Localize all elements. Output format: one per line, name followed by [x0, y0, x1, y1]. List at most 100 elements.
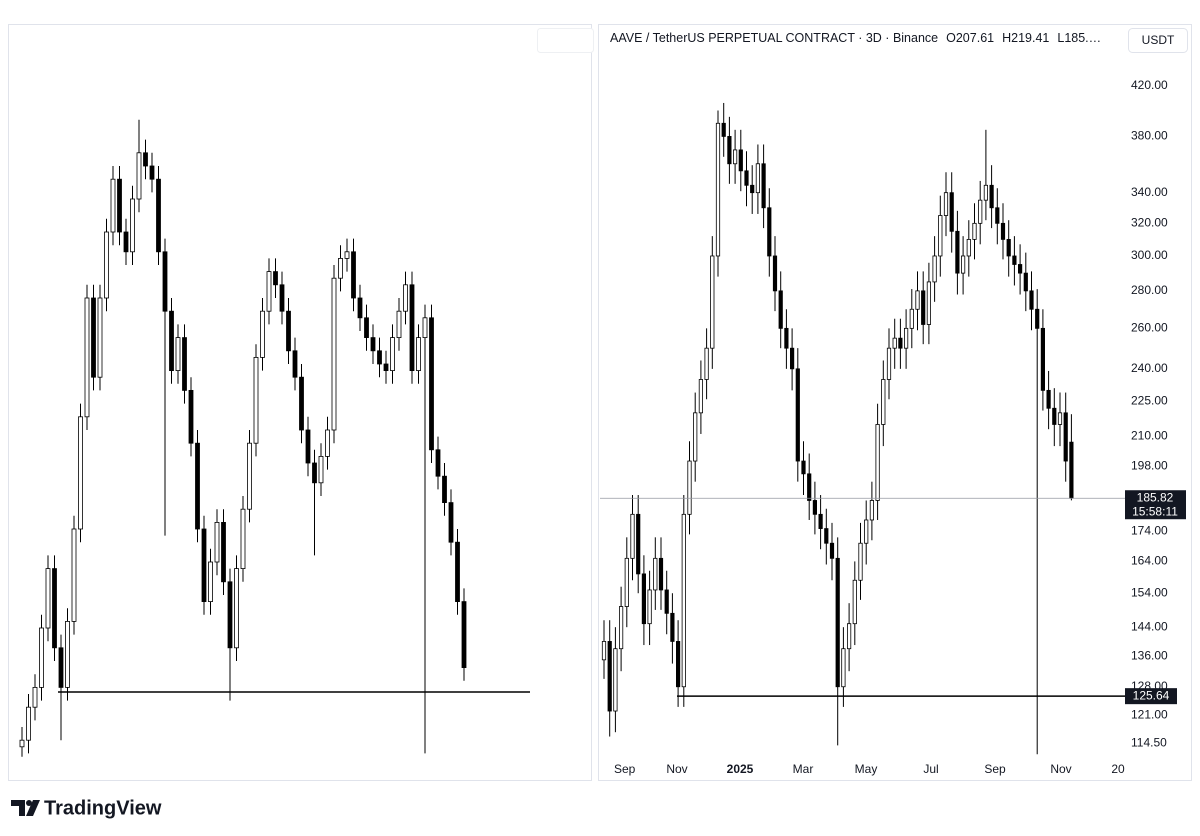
y-tick-label: 320.00 [1131, 216, 1168, 230]
candle-body [778, 290, 783, 329]
y-tick-label: 121.00 [1131, 707, 1168, 721]
left-panel [8, 24, 592, 781]
ohlc-value: 207.61 [955, 31, 995, 45]
ohlc-label: O [946, 31, 956, 45]
x-tick-label: Sep [984, 762, 1006, 776]
candle-body [396, 310, 402, 339]
candle-body [670, 612, 675, 642]
candle-body [807, 473, 812, 501]
candle-body [201, 528, 207, 602]
candle-body [448, 502, 454, 543]
ohlc-value: 185.04 [1064, 31, 1103, 45]
candle-body [619, 606, 624, 650]
candle-body [966, 238, 971, 257]
x-tick-label: May [855, 762, 878, 776]
x-tick-label: Nov [1050, 762, 1071, 776]
price-label-bg [1125, 688, 1177, 705]
y-tick-label: 260.00 [1131, 321, 1168, 335]
candle-body [978, 199, 983, 224]
widget [537, 28, 594, 53]
candle-body [123, 231, 129, 253]
candle-body [738, 149, 743, 172]
candle-body [772, 255, 778, 292]
candle-body [26, 706, 31, 741]
candle-body [1040, 327, 1045, 391]
candle-body [266, 271, 272, 312]
candle-body [886, 347, 892, 380]
candle-body [613, 648, 618, 712]
candle-body [435, 449, 441, 477]
y-tick-label: 210.00 [1131, 429, 1168, 443]
candle-body [932, 255, 937, 283]
candle-body [704, 347, 709, 380]
candle-body [240, 508, 246, 570]
candle-body [65, 621, 70, 688]
candle-body [983, 184, 989, 201]
y-tick-label: 280.00 [1131, 283, 1168, 297]
candle-body [260, 310, 265, 358]
candle-body [45, 568, 51, 629]
candle-body [1046, 389, 1051, 409]
candle-body [647, 589, 652, 625]
candle-body [344, 251, 350, 259]
candle-body [1035, 308, 1040, 329]
candle-body [961, 255, 966, 274]
y-tick-label: 225.00 [1131, 394, 1168, 408]
candle-body [755, 163, 761, 194]
candle-body [52, 568, 57, 649]
x-tick-label: Jul [923, 762, 938, 776]
candle-body [39, 627, 44, 688]
candle-body [331, 277, 337, 431]
candle-body [818, 513, 823, 529]
candle-body [750, 184, 755, 194]
y-tick-label: 240.00 [1131, 361, 1168, 375]
candle-body [972, 222, 977, 240]
y-tick-label: 164.00 [1131, 554, 1168, 568]
candle-body [715, 122, 721, 257]
candle-body [403, 284, 408, 312]
candle-body [801, 460, 806, 475]
y-tick-label: 136.00 [1131, 648, 1168, 662]
candle-body [698, 379, 704, 414]
candle-body [636, 513, 641, 575]
candle-body [1006, 238, 1011, 257]
candle-body [305, 429, 311, 464]
candle-body [338, 257, 343, 279]
y-tick-label: 300.00 [1131, 248, 1168, 262]
candle-body [312, 462, 317, 484]
candle-body [117, 178, 122, 233]
candle-body [32, 687, 38, 708]
candle-body [318, 455, 324, 484]
candle-body [195, 442, 200, 530]
candle-body [835, 557, 840, 688]
x-tick-label: Sep [614, 762, 636, 776]
x-tick-label: 20 [1111, 762, 1125, 776]
last-price-bg [1125, 490, 1186, 520]
candle-body [104, 231, 109, 299]
candle-body [143, 152, 148, 167]
candle-body [58, 647, 64, 688]
candle-body [84, 297, 90, 418]
candle-body [892, 337, 897, 349]
currency-box[interactable] [1128, 28, 1188, 53]
candle-body [1000, 222, 1006, 240]
candle-body [955, 230, 960, 274]
candle-body [949, 192, 954, 232]
y-tick-label: 144.00 [1131, 619, 1168, 633]
candle-body [624, 557, 629, 607]
candle-body [97, 297, 103, 378]
candle-body [824, 528, 829, 544]
candle-body [370, 337, 376, 352]
y-tick-label: 198.00 [1131, 458, 1168, 472]
candle-body [1012, 255, 1017, 265]
candle-body [858, 542, 863, 581]
candle-body [253, 356, 259, 444]
candle-body [898, 337, 903, 349]
candle-body [247, 442, 252, 510]
candle-body [461, 601, 467, 668]
candle-body [390, 337, 395, 372]
candle-body [989, 184, 994, 209]
candle-body [693, 412, 698, 462]
candle-body [790, 347, 795, 370]
